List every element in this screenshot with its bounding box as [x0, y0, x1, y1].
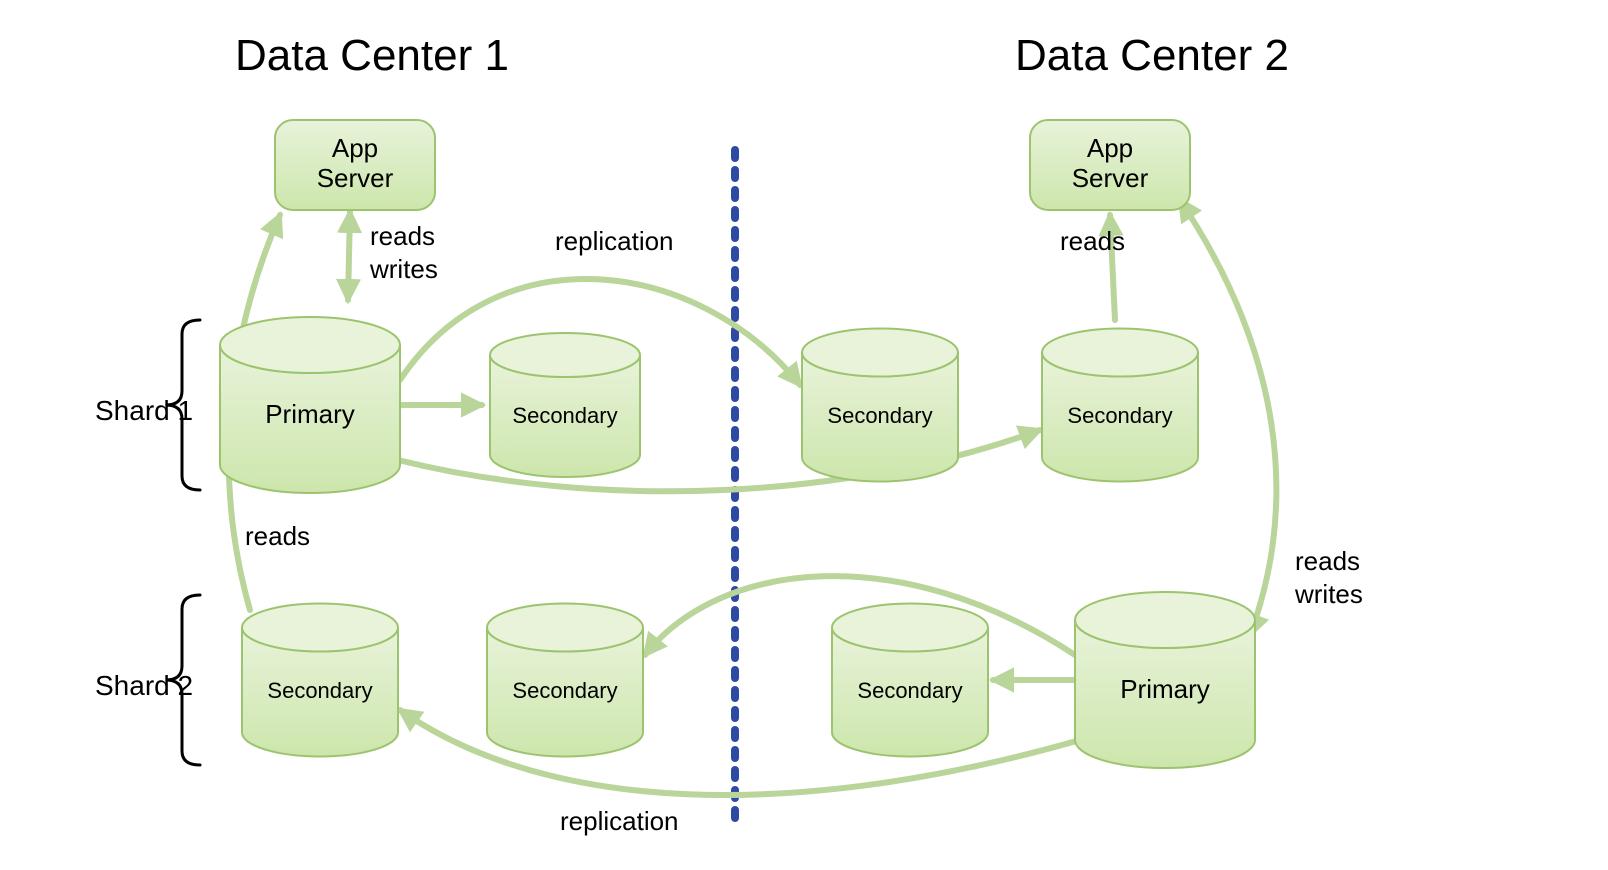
brace-shard1-label: Shard 1 — [95, 395, 193, 426]
annotation-replication_bottom: replication — [560, 806, 679, 836]
db-s2_dc2_secondary-label: Secondary — [857, 678, 962, 703]
arrow-app1_to_primary — [348, 212, 350, 300]
annotation-reads_writes_left_1: reads — [370, 221, 435, 251]
annotation-reads_writes_right_2: writes — [1294, 579, 1363, 609]
db-s1_dc1_secondary-label: Secondary — [512, 403, 617, 428]
app-server-left-label-2: Server — [317, 163, 394, 193]
title-dc1: Data Center 1 — [235, 31, 509, 80]
db-s1_dc2_secondary2: Secondary — [1042, 329, 1198, 482]
db-s1_dc2_secondary2-label: Secondary — [1067, 403, 1172, 428]
db-s1_dc1_primary-label: Primary — [265, 399, 355, 429]
title-dc2: Data Center 2 — [1015, 31, 1289, 80]
db-s2_dc1_secondary2: Secondary — [487, 604, 643, 757]
db-s2_dc2_secondary: Secondary — [832, 604, 988, 757]
db-s1_dc2_secondary1-label: Secondary — [827, 403, 932, 428]
db-s2_dc1_secondary2-label: Secondary — [512, 678, 617, 703]
db-s2_dc2_primary: Primary — [1075, 592, 1255, 768]
db-s2_dc1_secondary1-label: Secondary — [267, 678, 372, 703]
db-s1_dc1_secondary: Secondary — [490, 333, 640, 477]
db-s1_dc2_secondary1: Secondary — [802, 329, 958, 482]
brace-shard1: Shard 1 — [95, 320, 200, 490]
app-server-right: AppServer — [1030, 120, 1190, 210]
app-server-right-label-2: Server — [1072, 163, 1149, 193]
annotation-reads_writes_right_1: reads — [1295, 546, 1360, 576]
db-s2_dc1_secondary1: Secondary — [242, 604, 398, 757]
annotation-reads_writes_left_2: writes — [369, 254, 438, 284]
annotation-reads_right: reads — [1060, 226, 1125, 256]
app-server-right-label-1: App — [1087, 133, 1133, 163]
app-server-left-label-1: App — [332, 133, 378, 163]
annotation-replication_top: replication — [555, 226, 674, 256]
db-s2_dc2_primary-label: Primary — [1120, 674, 1210, 704]
app-server-left: AppServer — [275, 120, 435, 210]
brace-shard2-label: Shard 2 — [95, 670, 193, 701]
annotation-reads_mid_left: reads — [245, 521, 310, 551]
db-s1_dc1_primary: Primary — [220, 317, 400, 493]
brace-shard2: Shard 2 — [95, 595, 200, 765]
